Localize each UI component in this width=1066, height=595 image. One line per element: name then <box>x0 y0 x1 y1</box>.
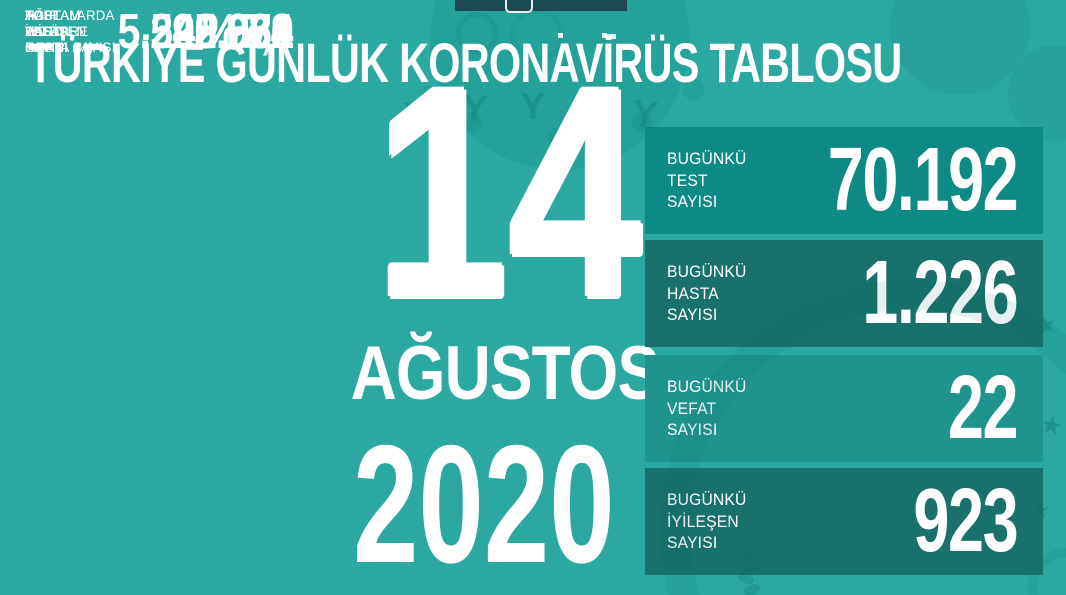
severe-patient-label: AĞIR HASTA SAYISI <box>25 7 70 56</box>
label-line: TEST <box>25 23 60 40</box>
date-month: AĞUSTOS <box>350 331 660 416</box>
label-line: ORANI (%) <box>25 38 94 55</box>
today-death-card: BUGÜNKÜ VEFAT SAYISI 22 <box>645 355 1043 462</box>
today-test-value: 70.192 <box>827 130 1018 230</box>
label-line: SAYISI <box>25 38 69 55</box>
today-case-value: 1.226 <box>862 243 1018 343</box>
date-year: 2020 <box>353 410 615 595</box>
total-case-value: 246.861 <box>150 5 294 59</box>
label-line: İYİLEŞEN <box>667 511 739 531</box>
total-recovered-value: 228.980 <box>150 5 294 59</box>
date-day: 14 <box>375 24 642 360</box>
total-test-label: TOPLAM TEST SAYISI <box>25 7 81 56</box>
today-recovered-label: BUGÜNKÜ İYİLEŞEN SAYISI <box>667 489 747 554</box>
label-line: AĞIR <box>25 7 59 24</box>
label-line: HASTA <box>25 23 70 40</box>
virus-watermark-blob <box>890 0 1030 95</box>
total-recovered-label: TOPLAM İYİLEŞEN HASTA SAYISI <box>25 7 116 56</box>
label-line: BUGÜNKÜ <box>667 489 747 509</box>
device-icon <box>505 0 533 13</box>
today-recovered-card: BUGÜNKÜ İYİLEŞEN SAYISI 923 <box>645 468 1043 575</box>
label-line: TOPLAM <box>25 7 81 24</box>
label-line: ZATÜRRE <box>25 23 89 40</box>
total-test-row: TOPLAM TEST SAYISI 5.592.072 <box>25 0 294 64</box>
today-death-value: 22 <box>947 358 1019 458</box>
total-recovered-row: TOPLAM İYİLEŞEN HASTA SAYISI 228.980 <box>25 0 294 64</box>
today-case-card: BUGÜNKÜ HASTA SAYISI 1.226 <box>645 240 1043 347</box>
pneumonia-rate-value: %7,8 <box>202 5 294 59</box>
label-line: VEFAT <box>25 23 68 40</box>
severe-patient-row: AĞIR HASTA SAYISI 656 <box>25 0 294 64</box>
label-line: SAYISI <box>667 192 718 212</box>
today-case-label: BUGÜNKÜ HASTA SAYISI <box>667 261 747 326</box>
label-line: SAYISI <box>25 38 69 55</box>
total-case-row: TOPLAM HASTA SAYISI 246.861 <box>25 0 294 64</box>
label-line: HASTALARDA <box>25 7 115 24</box>
total-death-value: 5.934 <box>194 5 294 59</box>
total-death-row: TOPLAM VEFAT SAYISI 5.934 <box>25 0 294 64</box>
today-death-label: BUGÜNKÜ VEFAT SAYISI <box>667 376 747 441</box>
label-line: BUGÜNKÜ <box>667 148 747 168</box>
label-line: HASTA SAYISI <box>25 38 116 55</box>
page-title: TÜRKİYE GÜNLÜK KORONAVİRÜS TABLOSU <box>28 31 902 94</box>
total-case-label: TOPLAM HASTA SAYISI <box>25 7 81 56</box>
label-line: TOPLAM <box>25 7 81 24</box>
label-line: HASTA <box>25 23 70 40</box>
label-line: SAYISI <box>667 533 718 553</box>
label-line: SAYISI <box>667 420 718 440</box>
laurel-watermark <box>742 582 762 595</box>
label-line: İYİLEŞEN <box>25 23 87 40</box>
label-line: TOPLAM <box>25 7 81 24</box>
today-test-card: BUGÜNKÜ TEST SAYISI 70.192 <box>645 127 1043 234</box>
today-recovered-value: 923 <box>913 471 1018 571</box>
label-line: SAYISI <box>25 38 69 55</box>
today-test-label: BUGÜNKÜ TEST SAYISI <box>667 148 747 213</box>
label-line: BUGÜNKÜ <box>667 261 747 281</box>
label-line: TEST <box>667 170 708 190</box>
severe-patient-value: 656 <box>226 5 294 59</box>
label-line: BUGÜNKÜ <box>667 376 747 396</box>
pneumonia-rate-row: HASTALARDA ZATÜRRE ORANI (%) %7,8 <box>25 0 294 64</box>
label-line: SAYISI <box>25 38 69 55</box>
label-line: SAYISI <box>667 305 718 325</box>
total-death-label: TOPLAM VEFAT SAYISI <box>25 7 81 56</box>
label-line: HASTA <box>667 283 719 303</box>
pneumonia-rate-label: HASTALARDA ZATÜRRE ORANI (%) <box>25 7 115 56</box>
total-test-value: 5.592.072 <box>117 5 293 59</box>
device-bar <box>455 0 627 13</box>
label-line: TOPLAM <box>25 7 81 24</box>
label-line: VEFAT <box>667 398 717 418</box>
